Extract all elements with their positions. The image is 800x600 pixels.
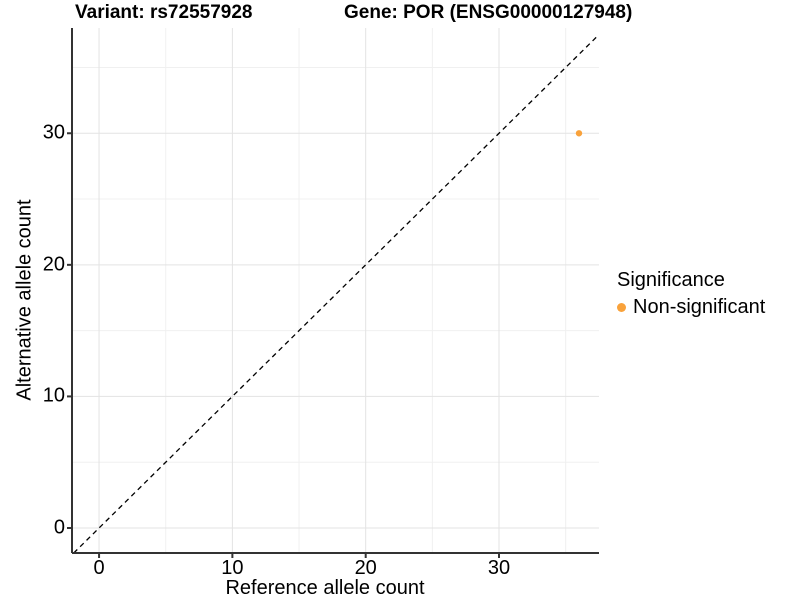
- data-point: [575, 130, 583, 137]
- y-tick-label: 10: [42, 384, 65, 407]
- plot-title-variant: Variant: rs72557928: [75, 2, 253, 23]
- x-tick-label: 30: [487, 557, 511, 579]
- legend-item-non-significant: Non-significant: [617, 296, 765, 318]
- x-tick-label: 0: [93, 557, 105, 579]
- y-tick-label: 30: [42, 121, 65, 144]
- legend-title: Significance: [617, 269, 725, 291]
- x-tick-label: 10: [221, 557, 244, 579]
- legend: Significance Non-significant: [617, 268, 765, 318]
- y-axis-title: Alternative allele count: [13, 199, 36, 401]
- chart-panel: [67, 28, 600, 558]
- plot-title-gene: Gene: POR (ENSG00000127948): [344, 2, 633, 23]
- identity-line: [73, 34, 600, 554]
- x-axis-title: Reference allele count: [225, 577, 425, 599]
- y-tick-label: 20: [42, 253, 65, 276]
- legend-item-label: Non-significant: [633, 296, 766, 318]
- y-tick-label: 0: [53, 516, 65, 539]
- legend-point-icon: [617, 302, 626, 312]
- x-tick-label: 20: [354, 557, 377, 579]
